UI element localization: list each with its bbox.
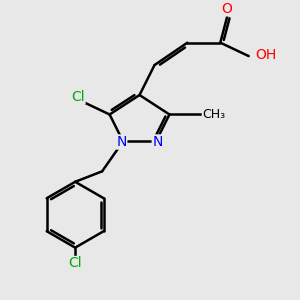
Text: N: N bbox=[152, 135, 163, 149]
Text: O: O bbox=[221, 2, 232, 16]
Text: Cl: Cl bbox=[71, 89, 85, 103]
Text: CH₃: CH₃ bbox=[202, 108, 226, 121]
Text: Cl: Cl bbox=[68, 256, 82, 271]
Text: N: N bbox=[116, 135, 127, 149]
Text: OH: OH bbox=[255, 48, 277, 62]
